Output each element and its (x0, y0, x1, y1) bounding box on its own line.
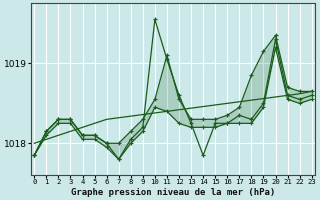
X-axis label: Graphe pression niveau de la mer (hPa): Graphe pression niveau de la mer (hPa) (71, 188, 275, 197)
